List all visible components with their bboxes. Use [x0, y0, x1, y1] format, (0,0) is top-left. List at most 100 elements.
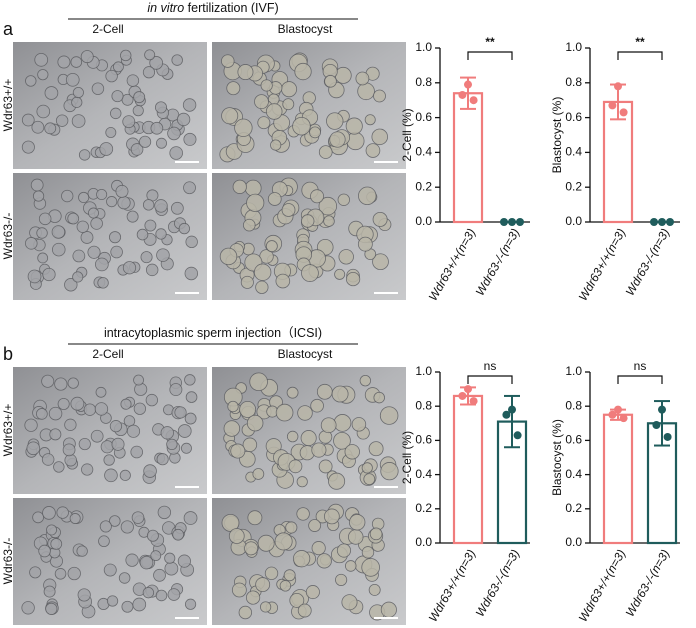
embryo: [283, 569, 296, 582]
y-axis-label: 2-Cell (%): [400, 431, 414, 484]
embryo: [345, 271, 361, 287]
embryo: [144, 49, 156, 61]
embryo: [50, 538, 63, 550]
embryo: [156, 453, 169, 466]
embryo: [184, 374, 196, 386]
embryo: [170, 201, 184, 215]
x-tick-label: Wdr63-/-(n=3): [473, 226, 523, 298]
row-label: Wdr63+/+: [1, 79, 15, 132]
embryo: [328, 472, 346, 490]
embryo: [133, 402, 147, 415]
bar: [602, 100, 634, 224]
embryo: [286, 386, 299, 399]
embryo: [265, 103, 283, 120]
embryo: [80, 231, 94, 244]
embryo: [344, 444, 360, 460]
embryo: [53, 461, 65, 473]
panel-letter: a: [3, 19, 14, 39]
embryo: [288, 459, 303, 474]
embryo: [326, 112, 344, 130]
embryo: [185, 235, 198, 249]
embryo: [36, 104, 51, 119]
embryo: [182, 98, 197, 112]
embryo: [131, 511, 145, 524]
embryo: [348, 514, 366, 531]
embryo: [31, 120, 45, 134]
embryo: [311, 541, 326, 556]
embryo: [252, 468, 265, 480]
embryo: [323, 215, 335, 227]
embryo: [105, 126, 117, 138]
significance-label: ns: [634, 359, 647, 373]
embryo: [41, 374, 55, 388]
embryo: [275, 403, 294, 422]
embryo: [341, 594, 358, 611]
y-tick-label: 0.2: [415, 179, 432, 193]
embryo: [324, 74, 337, 88]
embryo: [29, 566, 42, 579]
embryo: [96, 189, 108, 201]
embryo: [90, 217, 103, 230]
y-axis-label: 2-Cell (%): [400, 108, 414, 161]
embryo: [105, 69, 118, 83]
embryo: [318, 196, 338, 216]
embryo: [139, 555, 154, 570]
data-point: [614, 82, 622, 91]
embryo: [316, 553, 332, 569]
embryo: [57, 397, 70, 411]
embryo: [238, 605, 253, 620]
embryo: [379, 406, 399, 425]
embryo: [41, 453, 55, 466]
embryo: [164, 552, 176, 564]
embryo: [133, 374, 144, 386]
embryo: [372, 253, 389, 271]
significance-label: **: [635, 35, 645, 49]
x-tick-label: Wdr63-/-(n=3): [623, 547, 673, 619]
embryo: [38, 544, 51, 558]
panel-header: intracytoplasmic sperm injection（ICSI): [104, 326, 322, 340]
embryo: [153, 568, 166, 582]
embryo: [226, 81, 241, 96]
y-tick-label: 0.4: [565, 467, 582, 481]
panel-letter: b: [3, 344, 13, 364]
embryo: [359, 374, 372, 387]
embryo: [333, 414, 352, 432]
embryo: [297, 603, 312, 618]
embryo: [311, 442, 327, 458]
embryo: [157, 505, 172, 520]
embryo: [21, 140, 35, 154]
embryo: [132, 597, 147, 612]
embryo: [25, 75, 37, 87]
embryo: [110, 107, 122, 120]
embryo: [294, 62, 312, 81]
embryo: [184, 598, 197, 610]
y-tick-label: 0.0: [415, 214, 432, 228]
header-italic: in vitro: [147, 1, 184, 15]
embryo: [70, 56, 83, 68]
significance-label: ns: [484, 359, 497, 373]
data-point: [508, 405, 516, 414]
embryo: [140, 251, 153, 264]
embryo: [172, 528, 185, 541]
embryo: [369, 527, 383, 541]
embryo: [64, 454, 77, 467]
significance-bracket: [617, 375, 663, 384]
embryo: [57, 55, 71, 69]
embryo: [184, 266, 199, 281]
embryo: [292, 116, 311, 136]
embryo: [80, 50, 94, 64]
embryo: [44, 86, 59, 100]
embryo: [244, 179, 262, 197]
panel-header: in vitro fertilization (IVF): [147, 1, 278, 15]
embryo: [309, 126, 321, 139]
embryo: [373, 89, 386, 103]
embryo: [142, 66, 156, 79]
embryo: [43, 585, 56, 598]
embryo: [122, 261, 137, 275]
embryo: [142, 199, 155, 211]
embryo: [331, 385, 349, 403]
embryo: [42, 267, 56, 282]
embryo: [67, 377, 79, 389]
data-point: [516, 218, 524, 226]
y-tick-label: 0.2: [565, 501, 582, 515]
